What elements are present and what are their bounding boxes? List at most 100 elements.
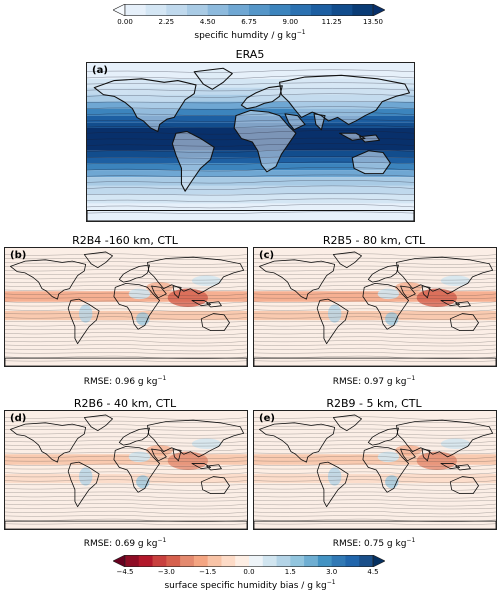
contour-line [87,193,414,196]
land-fill [285,113,305,130]
contour-line [254,452,496,455]
contour-line [254,444,496,447]
colorbar-tick-label: −4.5 [116,568,134,576]
coastline-path [400,448,416,462]
colorbar-segment [352,4,374,16]
contour-line [5,320,247,323]
colorbar-segment [145,4,167,16]
rmse-prefix: RMSE: [83,377,116,387]
coastline-path [254,520,496,529]
contour-line [254,344,496,347]
coastline-path [200,476,230,494]
coastline-path [254,357,496,366]
coastline-path [151,285,167,299]
panel-b-map: (b) [4,247,248,367]
contour-line [254,455,496,460]
coastline-path [9,422,87,463]
contour-line [87,174,414,177]
contour-line [5,515,247,518]
colorbar-segment [235,555,250,567]
colorbar-outline [124,4,374,16]
contour-line [5,348,247,352]
coastline-path [206,464,222,471]
colorbar-outline [124,555,374,567]
humidity-contours [254,416,496,525]
contour-line [5,316,247,320]
contour-line [5,523,247,525]
bias-belt-south [254,310,496,321]
contour-line [5,360,247,362]
coastlines [254,251,496,366]
coastline-path [258,422,336,463]
humidity-band [87,203,414,221]
humidity-band [87,87,414,95]
colorbar-tick-label: 4.5 [367,568,379,576]
coastline-path [83,414,113,432]
bottom-colorbar-label-sup: −1 [326,579,336,586]
colorbar-segment [276,555,291,567]
contour-line [5,436,247,439]
contour-line [5,416,247,420]
contour-line [254,460,496,462]
humidity-band [87,78,414,88]
panel-a-label: (a) [92,65,108,76]
contour-line [87,100,414,104]
bias-belt-north [254,291,496,302]
humidity-band [87,177,414,186]
colorbar-segment [138,555,153,567]
contour-line [254,360,496,362]
colorbar-segment [290,555,305,567]
coastline-path [440,463,461,470]
contour-line [5,452,247,455]
contour-line [254,253,496,257]
top-colorbar-label-text: specific humdity / g kg [194,31,297,41]
colorbar-segment [331,555,346,567]
bottom-colorbar-ticks: −4.5 −3.0 −1.5 0.0 1.5 3.0 4.5 [117,568,379,578]
coastline-path [440,300,461,307]
contour-line [87,143,414,147]
coastline-path [5,520,247,529]
contour-line [5,297,247,299]
contour-line [5,289,247,292]
contour-line [5,336,247,339]
colorbar-segment [304,555,319,567]
colorbar-segment [311,4,333,16]
panel-e-rmse: RMSE: 0.75 g kg−1 [253,537,495,549]
contour-line [254,487,496,491]
contour-line [87,130,414,135]
panel-a-map-graphic [87,63,414,221]
colorbar-segment [249,555,264,567]
coastline-path [358,134,381,143]
contour-line [5,340,247,344]
top-colorbar-label-sup: −1 [296,29,306,36]
contour-line [5,332,247,336]
contour-line [87,204,414,209]
contour-line [254,308,496,312]
colorbar-segment [345,555,360,567]
coastline-path [200,313,230,331]
contour-line [5,277,247,281]
rmse-unit-sup: −1 [406,375,416,382]
panel-d-map: (d) [4,410,248,530]
panel-c-rmse-value: 0.97 [364,377,385,387]
bias-belt-south [254,473,496,484]
coastline-path [362,446,410,493]
rmse-unit: g kg [384,377,407,387]
coastline-path [367,427,399,446]
coastline-path [191,463,212,470]
colorbar-segment [125,555,140,567]
bias-negative-eastasia [440,438,471,450]
coastline-path [5,357,247,366]
contour-line [5,444,247,447]
contour-line [254,436,496,439]
coastline-path [279,74,411,125]
contour-line [5,503,247,507]
contour-line [254,348,496,352]
coastline-path [191,300,212,307]
coastline-path [332,251,362,269]
colorbar-segment [152,555,167,567]
coastline-path [400,285,416,299]
coastline-path [316,298,349,345]
colorbar-tick-label: 2.25 [158,18,175,26]
bias-field [254,411,496,529]
